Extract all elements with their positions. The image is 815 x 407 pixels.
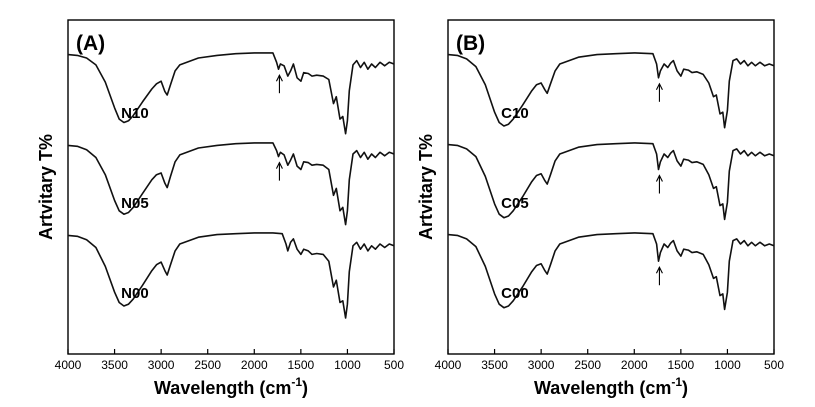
panel-b-series-label-c00: C00: [501, 285, 529, 302]
panel-b-spectrum-c05: [447, 142, 775, 221]
panel-a-series-label-n05: N05: [121, 195, 149, 212]
panel-b-x-tick-label-1000: 1000: [714, 358, 741, 372]
panel-b-series-label-c05: C05: [501, 195, 529, 212]
panel-a-series-label-n00: N00: [121, 285, 149, 302]
panel-a-label: (A): [76, 32, 105, 55]
panel-a-series-label-n10: N10: [121, 105, 149, 122]
panel-b-arrow-c10: [655, 82, 663, 102]
panel-b-x-tick-label-3500: 3500: [481, 358, 508, 372]
panel-a-spectrum-n05: [67, 142, 395, 226]
panel-a-spectrum-n00: [67, 232, 395, 319]
panel-b-arrow-c00: [655, 266, 663, 286]
panel-a-x-axis-title-sup: -1: [291, 375, 302, 389]
panel-a-x-axis-title-main: Wavelength (cm: [154, 378, 291, 398]
panel-b: (B) Artvitary T% Wavelength (cm-1) 4000 3…: [416, 19, 784, 398]
panel-b-spectra: C10 C05 C00: [447, 52, 775, 311]
panel-b-x-ticks: 4000 3500 3000 2500 2000 1500 1000 500: [435, 349, 784, 372]
panel-a-spectra: N10 N05 N00: [67, 52, 395, 319]
panel-b-x-tick-label-4000: 4000: [435, 358, 462, 372]
panel-a: (A) Artvitary T% Wavelength (cm-1) 4000 3…: [36, 19, 404, 398]
panel-b-x-axis-title: Wavelength (cm-1): [534, 375, 688, 398]
panel-a-x-axis-title: Wavelength (cm-1): [154, 375, 308, 398]
panel-a-x-tick-label-3500: 3500: [101, 358, 128, 372]
panel-a-x-tick-label-500: 500: [384, 358, 404, 372]
panel-a-x-tick-label-4000: 4000: [55, 358, 82, 372]
panel-a-x-tick-label-2000: 2000: [241, 358, 268, 372]
panel-b-label: (B): [456, 32, 485, 55]
panel-a-plot-frame: [67, 19, 395, 355]
panel-b-x-axis-title-tail: ): [682, 378, 688, 398]
panel-a-x-tick-label-1500: 1500: [288, 358, 315, 372]
panel-a-x-axis-title-tail: ): [302, 378, 308, 398]
panel-a-x-tick-label-3000: 3000: [148, 358, 175, 372]
panel-b-x-axis-title-main: Wavelength (cm: [534, 378, 671, 398]
panel-a-arrow-n10: [275, 73, 283, 94]
panel-b-x-axis-title-sup: -1: [671, 375, 682, 389]
panel-b-y-axis-title: Artvitary T%: [416, 134, 436, 240]
panel-a-y-axis-title: Artvitary T%: [36, 134, 56, 240]
panel-a-spectrum-n10: [67, 52, 395, 135]
panel-b-plot-frame: [447, 19, 775, 355]
panel-b-spectrum-c10: [447, 52, 775, 129]
panel-b-x-tick-label-1500: 1500: [668, 358, 695, 372]
panel-b-x-tick-label-2000: 2000: [621, 358, 648, 372]
panel-a-x-tick-label-2500: 2500: [194, 358, 221, 372]
panel-b-spectrum-c00: [447, 232, 775, 311]
panel-b-x-tick-label-2500: 2500: [574, 358, 601, 372]
panel-a-arrow-n05: [275, 161, 283, 181]
panel-a-x-ticks: 4000 3500 3000 2500 2000 1500 1000 500: [55, 349, 404, 372]
panel-b-x-tick-label-3000: 3000: [528, 358, 555, 372]
panel-a-x-tick-label-1000: 1000: [334, 358, 361, 372]
panel-b-x-tick-label-500: 500: [764, 358, 784, 372]
panel-b-series-label-c10: C10: [501, 105, 529, 122]
panel-b-arrow-c05: [655, 174, 663, 194]
